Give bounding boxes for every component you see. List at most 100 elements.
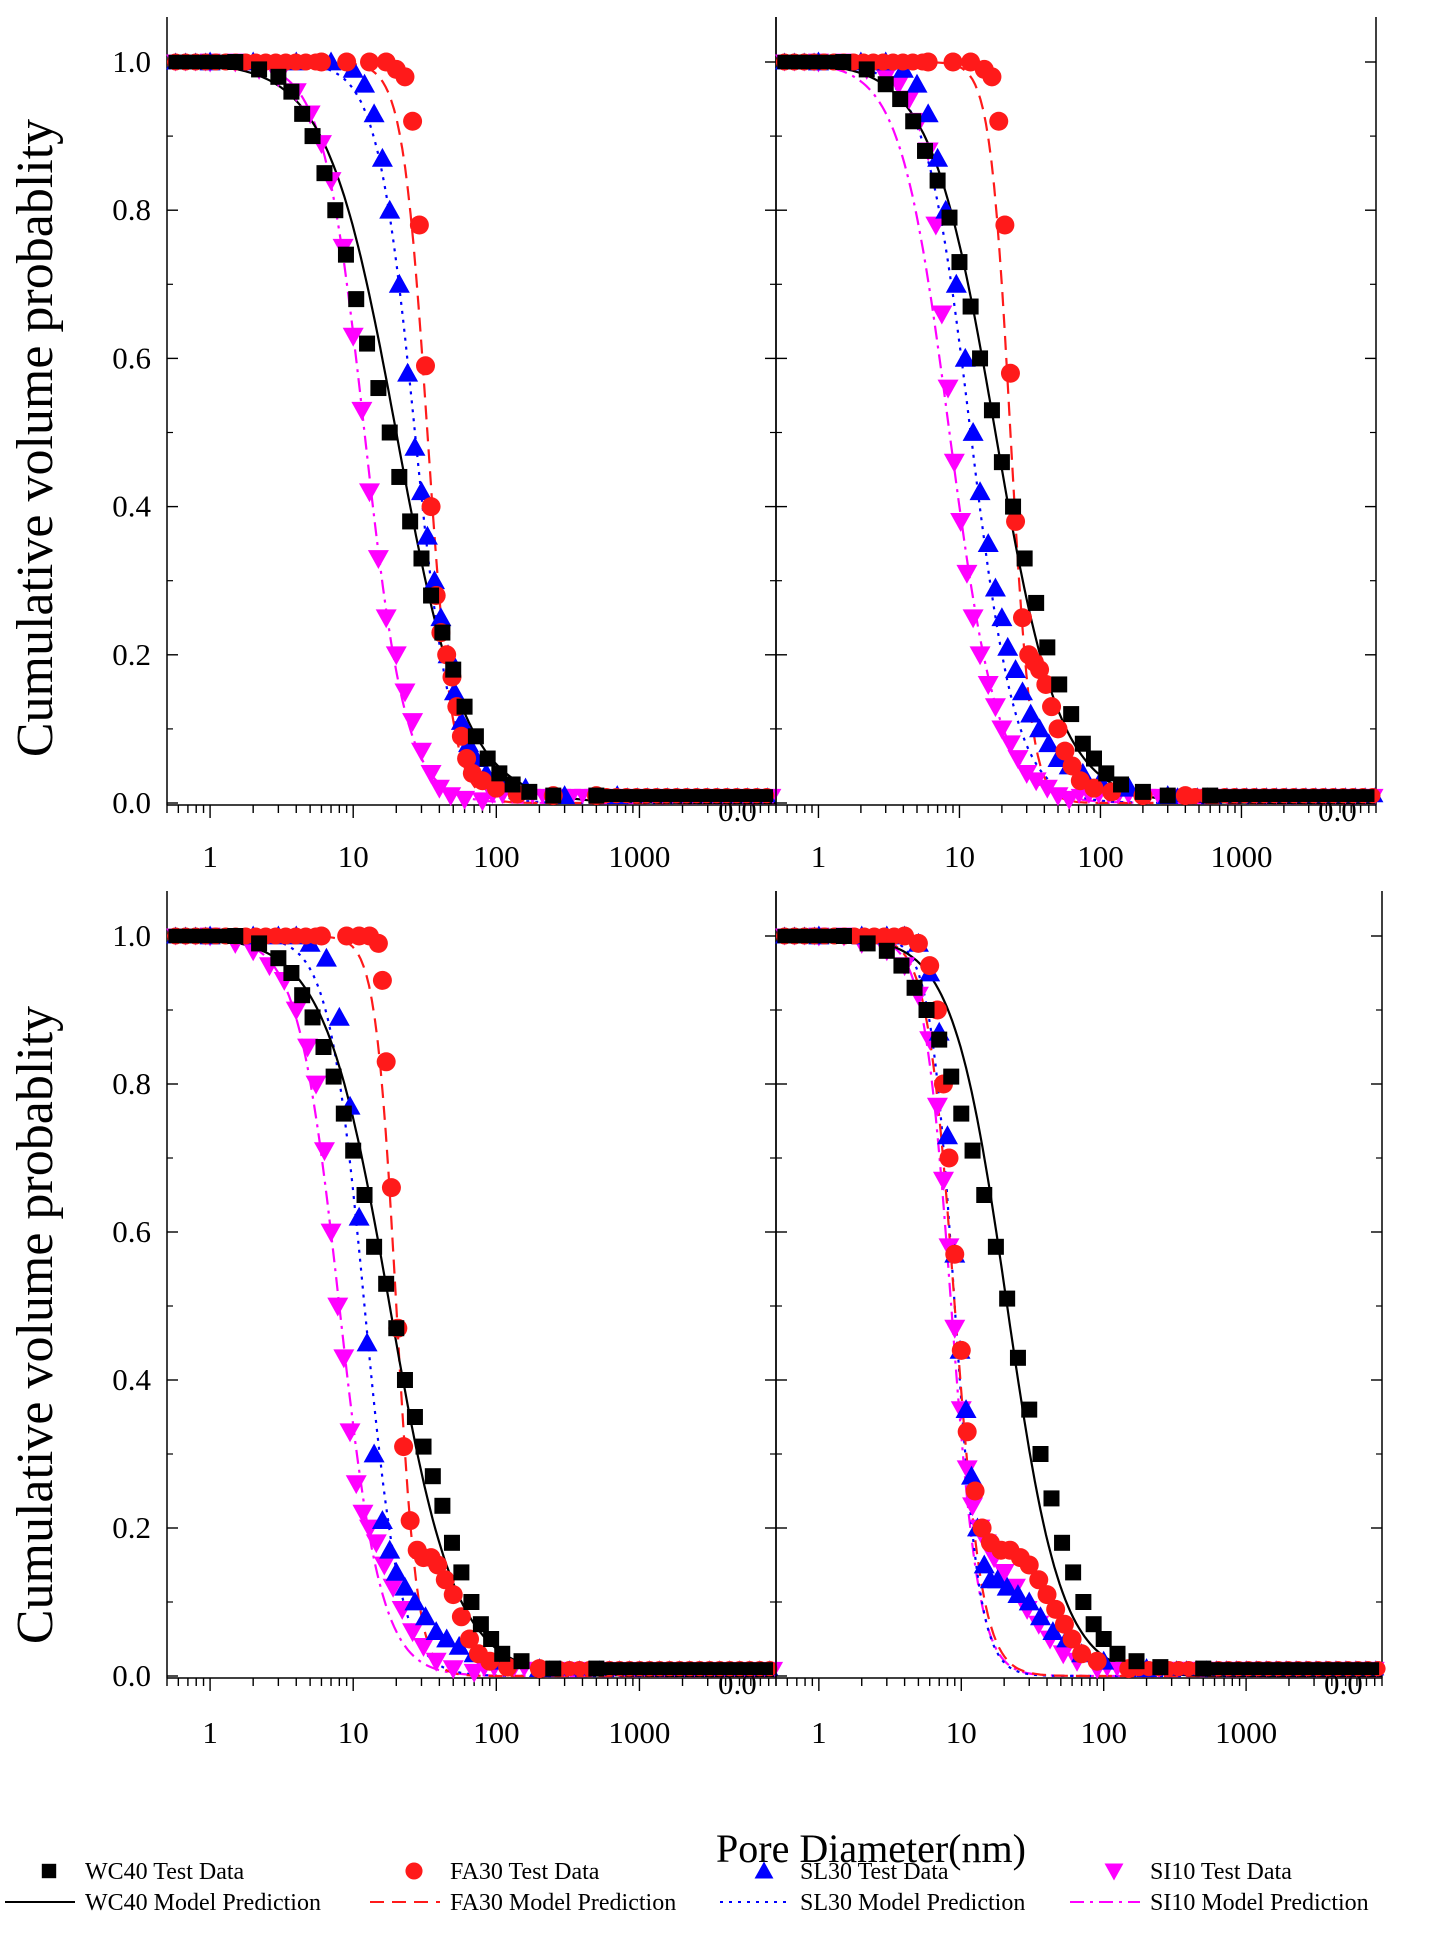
x-tick-label: 10: [944, 839, 975, 874]
data-point-si10: [999, 735, 1021, 755]
data-point-wc40: [402, 513, 419, 530]
x-tick-label: 100: [1080, 1715, 1127, 1750]
data-point-fa30: [1062, 756, 1082, 776]
tail-point-wc40: [1326, 1662, 1340, 1675]
head-point-fa30: [307, 927, 325, 945]
legend-item: SI10 Test Data: [1104, 1859, 1292, 1885]
data-point-si10: [993, 1564, 1015, 1583]
data-point-si10: [454, 790, 476, 810]
tail-point-wc40: [609, 1662, 623, 1675]
data-point-wc40: [917, 142, 934, 159]
data-point-sl30: [388, 273, 410, 293]
data-point-wc40: [391, 468, 408, 485]
data-point-sl30: [962, 422, 984, 441]
data-point-wc40: [337, 246, 354, 263]
data-point-wc40: [463, 1594, 480, 1610]
data-point-wc40: [316, 165, 333, 182]
data-point-wc40: [356, 1187, 373, 1203]
data-point-fa30: [1062, 1629, 1082, 1649]
head-point-wc40: [827, 928, 842, 944]
tail-point-wc40: [680, 1662, 693, 1675]
data-point-wc40: [283, 965, 300, 981]
tail-point-wc40: [1256, 1662, 1270, 1675]
x-tick-label: 1: [811, 1715, 827, 1750]
tail-point-wc40: [1316, 1662, 1330, 1675]
legend-circle-marker: [405, 1862, 423, 1880]
x-axis-label: Pore Diameter(nm): [716, 1826, 1026, 1871]
data-point-wc40: [348, 291, 365, 308]
data-point-wc40: [1005, 498, 1022, 515]
tail-point-wc40: [1286, 1662, 1300, 1675]
x-tick-label: 1000: [608, 1715, 670, 1750]
x-tick-label: 100: [1077, 839, 1124, 874]
data-point-wc40: [987, 1238, 1004, 1255]
data-point-si10: [320, 1223, 342, 1243]
data-point-si10: [413, 1638, 435, 1657]
data-point-wc40: [294, 105, 311, 122]
data-point-si10: [956, 1460, 978, 1480]
data-point-wc40: [381, 424, 398, 441]
data-point-sl30: [448, 1635, 470, 1655]
data-point-fa30: [951, 1340, 971, 1360]
tail-point-wc40: [1366, 1662, 1380, 1675]
y-tick-label: 0.6: [112, 340, 151, 375]
data-point-wc40: [905, 113, 922, 130]
head-point-wc40: [218, 928, 233, 944]
head-point-fa30: [895, 927, 913, 945]
tail-point-wc40: [740, 1662, 754, 1675]
data-point-si10: [365, 1534, 387, 1554]
data-point-wc40: [976, 1187, 993, 1203]
data-point-wc40: [513, 1653, 530, 1670]
data-point-fa30: [965, 1481, 985, 1501]
y-tick-label: 0.8: [112, 1066, 151, 1101]
data-point-si10: [352, 1504, 374, 1524]
data-point-sl30: [348, 1206, 370, 1226]
tail-point-wc40: [680, 789, 693, 802]
data-point-sl30: [917, 103, 939, 123]
data-point-si10: [410, 742, 432, 762]
data-point-wc40: [951, 254, 968, 271]
data-point-sl30: [987, 1569, 1009, 1589]
data-point-wc40: [1032, 1446, 1049, 1462]
y-tick-label: 0.4: [112, 489, 151, 524]
data-point-fa30: [1072, 1644, 1092, 1664]
data-point-fa30: [1006, 511, 1026, 531]
tail-point-wc40: [1233, 789, 1247, 802]
x-tick-label: 10: [338, 839, 369, 874]
data-point-si10: [382, 1578, 404, 1598]
data-point-wc40: [1128, 1653, 1145, 1670]
data-point-wc40: [434, 1497, 451, 1514]
data-point-wc40: [941, 209, 958, 226]
data-point-wc40: [1028, 594, 1045, 611]
data-point-si10: [442, 1660, 464, 1680]
data-point-fa30: [435, 1570, 455, 1590]
tail-point-wc40: [700, 789, 713, 802]
tail-point-wc40: [1243, 789, 1257, 802]
legend-item: SL30 Model Prediction: [720, 1890, 1025, 1916]
tail-point-wc40: [1206, 1662, 1220, 1675]
data-point-sl30: [936, 1125, 958, 1145]
data-point-wc40: [251, 935, 268, 952]
tail-point-wc40: [1351, 789, 1365, 802]
data-point-fa30: [989, 111, 1009, 131]
data-point-wc40: [406, 1409, 423, 1425]
tail-point-wc40: [1306, 1662, 1320, 1675]
tail-point-wc40: [1282, 789, 1296, 802]
data-point-fa30: [1054, 1614, 1074, 1634]
data-point-sl30: [977, 533, 999, 553]
data-point-wc40: [1095, 1631, 1112, 1647]
data-point-sl30: [430, 607, 452, 627]
tail-point-wc40: [1216, 1662, 1230, 1675]
data-point-wc40: [504, 776, 521, 793]
data-point-wc40: [366, 1238, 383, 1255]
data-point-wc40: [304, 128, 321, 145]
tail-point-wc40: [640, 1662, 653, 1675]
y-tick-label: 0.8: [112, 192, 151, 227]
data-point-si10: [342, 327, 364, 347]
data-point-wc40: [1074, 735, 1091, 752]
data-point-si10: [969, 646, 991, 666]
data-point-fa30: [1048, 719, 1068, 739]
head-point-wc40: [826, 54, 842, 70]
